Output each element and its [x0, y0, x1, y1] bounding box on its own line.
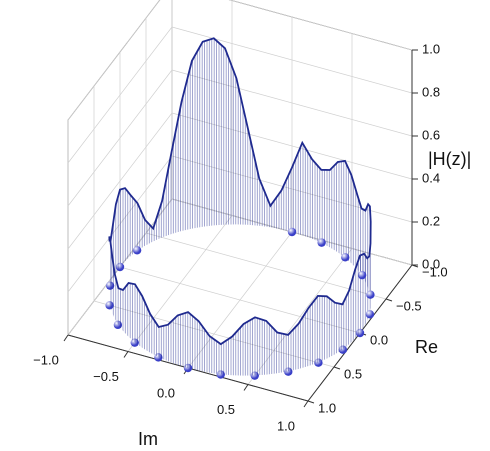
response-wall	[225, 48, 237, 225]
response-wall	[298, 308, 309, 369]
response-wall	[281, 167, 292, 232]
response-wall	[128, 283, 135, 343]
x-tick-label: −0.5	[93, 369, 119, 384]
y-tick-label: 0.0	[370, 332, 388, 347]
y-tick	[307, 400, 315, 404]
response-wall	[162, 152, 172, 238]
response-wall	[188, 312, 199, 371]
response-wall	[259, 178, 271, 228]
response-wall	[123, 283, 129, 337]
zero-marker	[317, 238, 326, 247]
response-wall	[317, 295, 327, 363]
response-wall	[342, 290, 350, 350]
y-tick-label: −1.0	[422, 264, 448, 279]
y-tick	[333, 366, 341, 370]
z-tick-label: 1.0	[422, 41, 440, 56]
response-wall	[351, 175, 357, 270]
x-tick-label: −1.0	[33, 352, 59, 367]
grid-line	[145, 232, 387, 300]
z-tick-label: 0.6	[422, 127, 440, 142]
response-wall	[171, 102, 182, 234]
response-wall	[326, 296, 335, 359]
response-wall	[120, 188, 125, 267]
response-wall	[308, 295, 318, 366]
zero-marker	[287, 227, 297, 237]
response-wall	[361, 208, 366, 282]
response-wall	[115, 189, 120, 274]
y-tick-label: 1.0	[318, 400, 336, 415]
response-wall	[292, 142, 303, 236]
response-wall	[209, 336, 221, 375]
response-wall	[118, 288, 123, 331]
zero-marker	[357, 270, 367, 280]
response-wall	[355, 255, 360, 339]
response-wall	[153, 200, 163, 242]
response-wall	[109, 236, 111, 306]
response-wall	[145, 219, 154, 246]
y-tick	[411, 264, 419, 268]
response-wall	[255, 317, 267, 376]
response-wall	[365, 204, 369, 288]
response-wall	[277, 332, 289, 374]
response-wall	[191, 41, 203, 229]
x-tick	[303, 400, 309, 408]
response-wall	[158, 324, 168, 362]
response-wall	[213, 38, 225, 226]
zero-marker	[365, 310, 375, 319]
x-tick	[63, 334, 69, 342]
response-wall	[329, 162, 338, 253]
response-wall	[243, 317, 255, 376]
response-wall	[220, 336, 233, 376]
zero-marker	[341, 253, 350, 262]
z-axis-title: |H(z)|	[428, 149, 471, 169]
response-wall	[368, 204, 370, 295]
response-wall	[130, 195, 138, 256]
response-wall	[168, 315, 178, 365]
response-wall	[198, 321, 210, 373]
response-wall	[302, 142, 312, 239]
response-wall	[266, 320, 278, 375]
y-tick	[385, 298, 393, 302]
im-axis-title: Im	[138, 429, 158, 449]
response-wall	[312, 159, 322, 243]
zero-marker	[366, 290, 375, 299]
y-tick-label: 0.5	[344, 366, 362, 381]
response-wall	[337, 160, 345, 258]
response-wall	[202, 38, 214, 227]
x-tick-label: 0.0	[157, 385, 175, 400]
response-wall	[177, 312, 188, 368]
z-tick-label: 0.8	[422, 84, 440, 99]
response-wall	[125, 188, 131, 262]
response-wall	[135, 284, 143, 348]
response-wall	[232, 324, 244, 376]
response-wall	[345, 160, 352, 264]
response-wall	[321, 169, 330, 248]
x-tick	[123, 351, 129, 358]
response-wall	[270, 190, 282, 230]
response-wall	[236, 78, 248, 225]
response-wall	[247, 128, 260, 226]
y-tick-label: −0.5	[396, 298, 422, 313]
x-tick-label: 1.0	[277, 418, 295, 433]
response-wall	[137, 203, 145, 251]
z-tick-label: 0.4	[422, 170, 440, 185]
x-tick-label: 0.5	[217, 402, 235, 417]
x-tick	[243, 384, 249, 391]
re-axis-title: Re	[415, 337, 438, 357]
response-wall	[335, 302, 343, 355]
response-curve	[108, 37, 372, 346]
response-wall	[181, 60, 192, 232]
zero-marker	[132, 246, 142, 255]
response-wall	[288, 323, 299, 372]
z-tick-label: 0.0	[422, 256, 440, 271]
z-tick-label: 0.2	[422, 213, 440, 228]
